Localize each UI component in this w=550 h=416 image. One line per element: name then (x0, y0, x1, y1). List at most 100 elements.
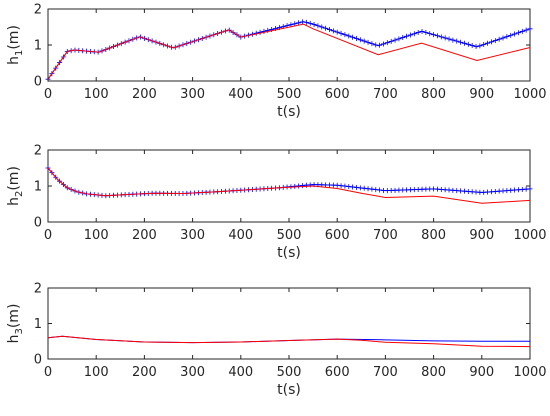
marker (485, 40, 491, 46)
x-tick-label: 200 (132, 228, 157, 243)
marker (469, 42, 475, 48)
x-tick-label: 200 (132, 87, 157, 102)
marker (488, 39, 494, 45)
marker (311, 21, 317, 27)
marker (365, 39, 371, 45)
marker (357, 185, 363, 191)
y-tick-label: 1 (34, 39, 42, 54)
marker (465, 41, 471, 47)
marker (380, 41, 386, 47)
y-tick-label: 0 (34, 353, 42, 368)
x-tick-label: 600 (325, 228, 350, 243)
x-tick-label: 400 (228, 87, 253, 102)
marker (299, 19, 305, 25)
marker (350, 34, 356, 40)
marker (342, 32, 348, 38)
marker (373, 187, 379, 193)
marker (388, 38, 394, 44)
marker (334, 29, 340, 35)
x-tick-label: 1000 (513, 228, 546, 243)
marker (504, 34, 510, 40)
x-tick-label: 0 (44, 365, 52, 380)
marker (411, 31, 417, 37)
x-tick-label: 900 (469, 228, 494, 243)
y-tick-label: 0 (34, 216, 42, 231)
marker (415, 29, 421, 35)
subplot-3: 0 100 200 300 400 500 600 700 800 900 1000 0 1 2 t(s) h… (6, 282, 547, 399)
marker (319, 24, 325, 30)
x-tick-label: 900 (469, 87, 494, 102)
subplot-2: 0 100 200 300 400 500 600 700 800 900 1000 0 1 2 t(s) h… (6, 144, 547, 262)
marker (407, 32, 413, 38)
marker (326, 27, 332, 33)
x-tick-label: 100 (84, 365, 109, 380)
y-tick-label: 2 (34, 144, 42, 159)
marker (519, 28, 525, 34)
marker (361, 38, 367, 44)
series-1-line (47, 167, 531, 197)
x-tick-label: 600 (325, 87, 350, 102)
x-axis-label: t(s) (277, 245, 301, 261)
x-tick-label: 600 (325, 365, 350, 380)
axes-box (47, 8, 531, 82)
y-tick-label: 2 (34, 282, 42, 297)
marker (377, 187, 383, 193)
series-1-line (47, 21, 531, 80)
axes-box (47, 149, 531, 223)
marker (369, 41, 375, 47)
series-2-line (47, 23, 531, 80)
marker (400, 35, 406, 41)
marker (442, 35, 448, 41)
series-2-line (47, 335, 531, 348)
x-tick-label: 400 (228, 228, 253, 243)
y-tick-label: 2 (34, 3, 42, 18)
marker (492, 38, 498, 44)
marker (458, 39, 464, 45)
marker (477, 43, 483, 49)
x-tick-label: 500 (277, 87, 302, 102)
x-tick-label: 500 (277, 228, 302, 243)
marker (450, 37, 456, 43)
marker (315, 23, 321, 29)
x-tick-label: 300 (180, 365, 205, 380)
series-1-line (47, 335, 530, 344)
marker (461, 40, 467, 46)
marker (500, 35, 506, 41)
series-1-markers (45, 165, 533, 199)
x-tick-label: 800 (421, 365, 446, 380)
x-tick-label: 800 (421, 228, 446, 243)
marker (296, 20, 302, 26)
marker (346, 33, 352, 39)
marker (369, 186, 375, 192)
x-tick-label: 700 (373, 365, 398, 380)
marker (365, 186, 371, 192)
marker (527, 186, 533, 192)
marker (396, 36, 402, 42)
marker (508, 32, 514, 38)
marker (377, 42, 383, 48)
marker (523, 27, 529, 33)
x-tick-label: 100 (84, 87, 109, 102)
x-tick-label: 900 (469, 365, 494, 380)
marker (434, 33, 440, 39)
marker (404, 33, 410, 39)
x-tick-label: 100 (84, 228, 109, 243)
x-tick-label: 300 (180, 87, 205, 102)
marker (265, 27, 271, 33)
marker (384, 40, 390, 46)
subplot-1: 0 100 200 300 400 500 600 700 800 900 1000 0 1 2 t(s) h… (6, 3, 547, 121)
marker (527, 26, 533, 32)
y-tick-label: 1 (34, 180, 42, 195)
marker (438, 34, 444, 40)
marker (361, 185, 367, 191)
x-tick-label: 1000 (513, 87, 546, 102)
marker (323, 25, 329, 31)
y-tick-label: 1 (34, 317, 42, 332)
marker (423, 30, 429, 36)
marker (334, 182, 340, 188)
marker (515, 30, 521, 36)
marker (392, 37, 398, 43)
marker (419, 28, 425, 34)
y-axis-label: h3(m) (6, 304, 25, 344)
